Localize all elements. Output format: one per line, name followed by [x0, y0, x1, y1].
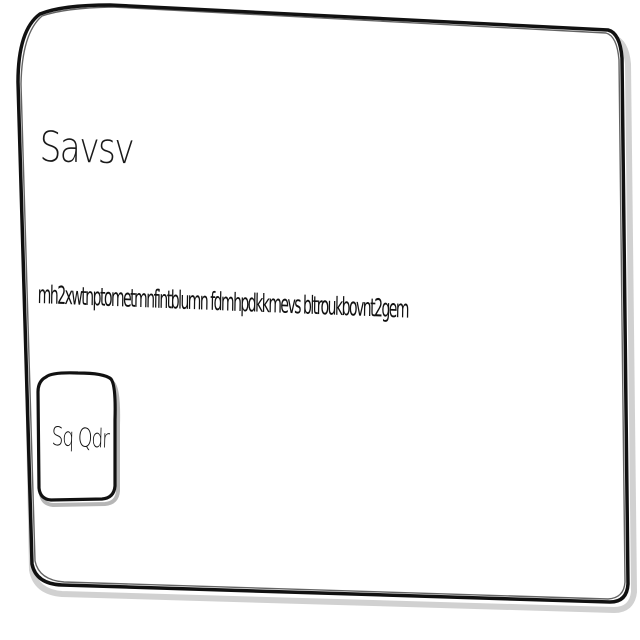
card-title: Savsv	[39, 122, 134, 174]
sq-qdr-button-label: Sq Qdr	[51, 422, 110, 455]
button-border	[36, 371, 121, 508]
sq-qdr-button[interactable]: Sq Qdr	[36, 371, 121, 508]
